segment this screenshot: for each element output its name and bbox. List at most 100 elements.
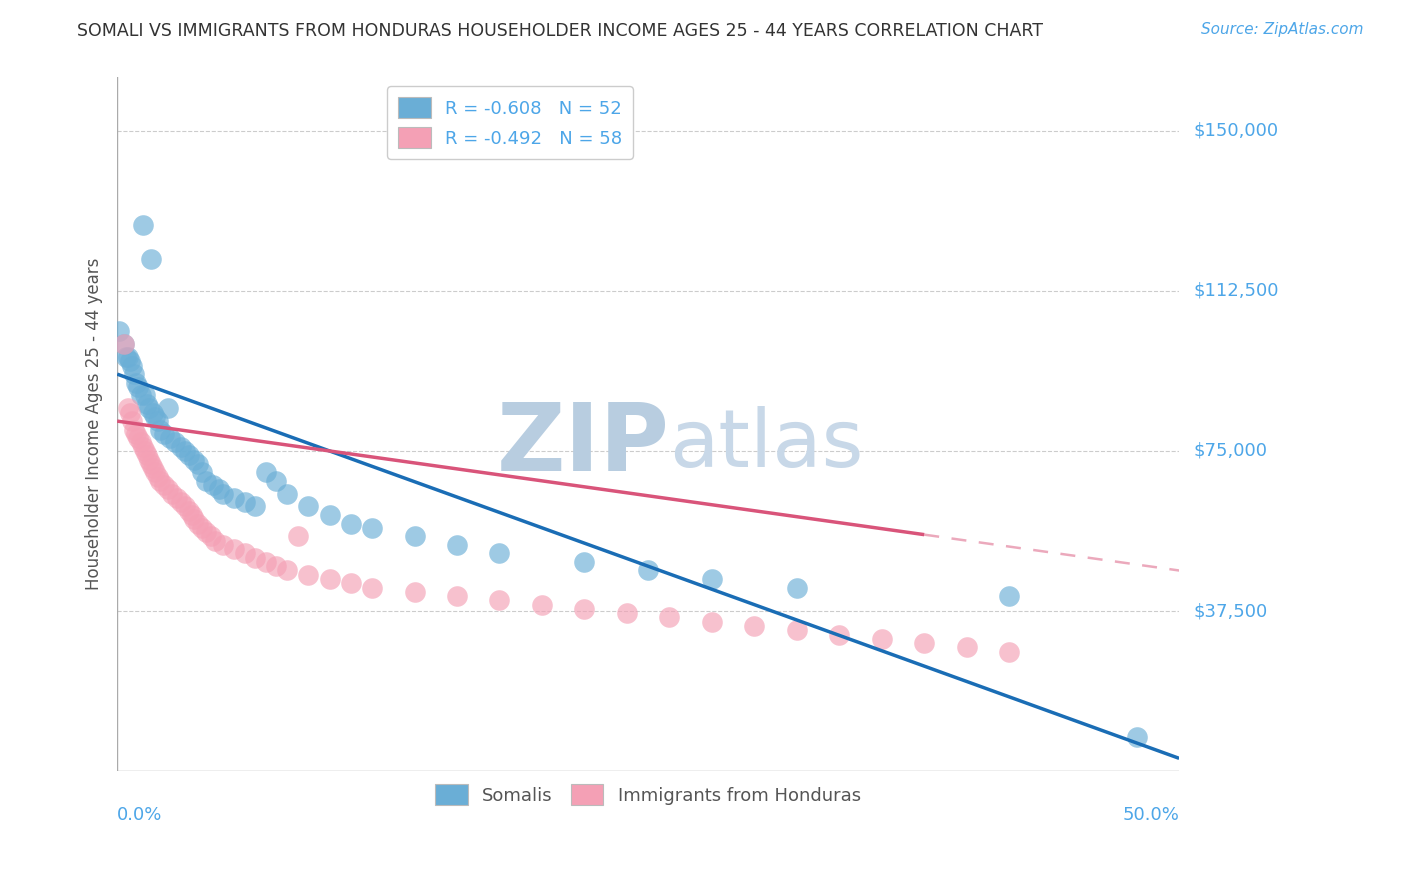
Point <box>131 440 153 454</box>
Point <box>637 564 659 578</box>
Point <box>297 567 319 582</box>
Point <box>530 598 553 612</box>
Y-axis label: Householder Income Ages 25 - 44 years: Householder Income Ages 25 - 44 years <box>86 258 103 591</box>
Point <box>245 550 267 565</box>
Point <box>135 397 157 411</box>
Point <box>574 555 596 569</box>
Point <box>276 564 298 578</box>
Point <box>361 521 384 535</box>
Point <box>183 452 205 467</box>
Point <box>200 529 222 543</box>
Point <box>201 478 224 492</box>
Text: $37,500: $37,500 <box>1194 602 1267 620</box>
Point <box>163 435 186 450</box>
Point <box>204 533 226 548</box>
Text: $150,000: $150,000 <box>1194 122 1278 140</box>
Text: 0.0%: 0.0% <box>117 805 163 824</box>
Point <box>141 457 163 471</box>
Point <box>233 546 256 560</box>
Point <box>183 512 205 526</box>
Point <box>998 589 1021 603</box>
Point <box>1125 730 1147 744</box>
Point <box>700 572 723 586</box>
Point <box>159 431 181 445</box>
Point <box>131 218 153 232</box>
Point <box>127 431 149 445</box>
Point <box>187 457 209 471</box>
Point <box>118 354 141 368</box>
Point <box>998 645 1021 659</box>
Point <box>222 491 245 505</box>
Point <box>117 401 139 416</box>
Text: 50.0%: 50.0% <box>1122 805 1180 824</box>
Point <box>146 414 169 428</box>
Point <box>121 359 143 373</box>
Point <box>141 252 163 266</box>
Point <box>828 627 851 641</box>
Point <box>142 405 165 419</box>
Text: atlas: atlas <box>669 406 863 484</box>
Point <box>125 426 148 441</box>
Point <box>174 444 197 458</box>
Point <box>138 401 160 416</box>
Point <box>180 508 202 522</box>
Point <box>145 409 167 424</box>
Point <box>404 529 426 543</box>
Point <box>112 337 135 351</box>
Point <box>266 559 288 574</box>
Point <box>149 474 172 488</box>
Point <box>212 538 235 552</box>
Point <box>245 500 267 514</box>
Point <box>191 521 214 535</box>
Point <box>187 516 209 531</box>
Point <box>318 572 340 586</box>
Point <box>125 376 148 390</box>
Text: SOMALI VS IMMIGRANTS FROM HONDURAS HOUSEHOLDER INCOME AGES 25 - 44 YEARS CORRELA: SOMALI VS IMMIGRANTS FROM HONDURAS HOUSE… <box>77 22 1043 40</box>
Point <box>488 546 510 560</box>
Text: ZIP: ZIP <box>496 399 669 491</box>
Point <box>446 538 468 552</box>
Point <box>233 495 256 509</box>
Point <box>195 525 218 540</box>
Point <box>266 474 288 488</box>
Point <box>744 619 766 633</box>
Point <box>179 448 201 462</box>
Point <box>134 444 156 458</box>
Point <box>870 632 893 646</box>
Point <box>129 435 152 450</box>
Point <box>488 593 510 607</box>
Point <box>658 610 681 624</box>
Point <box>956 640 979 655</box>
Point <box>170 440 193 454</box>
Point <box>340 576 363 591</box>
Point <box>276 486 298 500</box>
Point <box>446 589 468 603</box>
Point <box>318 508 340 522</box>
Point <box>153 426 176 441</box>
Point <box>108 325 131 339</box>
Point <box>166 491 188 505</box>
Point <box>146 469 169 483</box>
Point <box>122 423 145 437</box>
Point <box>138 452 160 467</box>
Point <box>191 466 214 480</box>
Point <box>170 495 193 509</box>
Point <box>142 461 165 475</box>
Point <box>361 581 384 595</box>
Point <box>786 624 808 638</box>
Point <box>145 466 167 480</box>
Point <box>153 478 176 492</box>
Point <box>222 542 245 557</box>
Point <box>174 500 197 514</box>
Point <box>616 606 638 620</box>
Point <box>112 337 135 351</box>
Point <box>786 581 808 595</box>
Point <box>114 350 136 364</box>
Text: Source: ZipAtlas.com: Source: ZipAtlas.com <box>1201 22 1364 37</box>
Point <box>212 486 235 500</box>
Point <box>149 423 172 437</box>
Text: $75,000: $75,000 <box>1194 442 1267 460</box>
Point <box>179 504 201 518</box>
Point <box>574 602 596 616</box>
Point <box>118 405 141 419</box>
